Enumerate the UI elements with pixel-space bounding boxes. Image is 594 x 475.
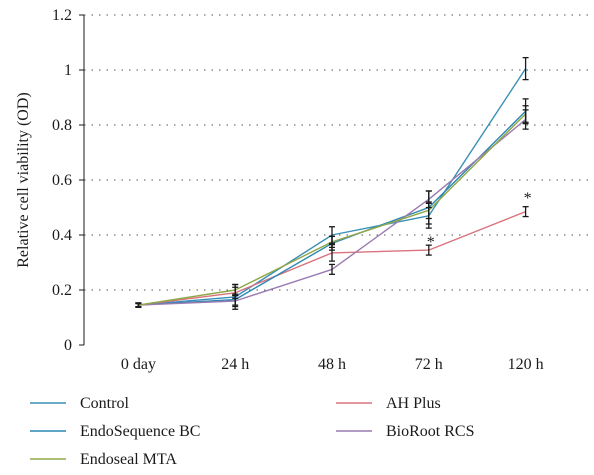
series-layer [135,56,529,310]
legend-item-ah-plus: AH Plus [336,395,441,412]
x-tick-label: 72 h [415,356,443,373]
legend-item-bioroot-rcs: BioRoot RCS [336,423,474,440]
series-line-bioroot-rcs [138,118,527,306]
y-axis-ticks: 0 0.2 0.4 0.6 0.8 1 1.2 [52,7,84,354]
error-bar [329,235,335,249]
y-tick-label: 0.8 [52,117,72,134]
legend: Control AH Plus EndoSequence BC BioRoot RCS… [30,395,474,468]
x-tick-label: 120 h [508,356,544,373]
series-line-endoseal-mta [138,113,527,306]
error-bar [135,302,142,308]
legend-item-endoseal-mta: Endoseal MTA [30,451,177,468]
x-axis-ticks: 0 day 24 h 48 h 72 h 120 h [121,356,544,373]
error-bar [329,263,335,275]
legend-label: Control [80,395,129,412]
legend-label: BioRoot RCS [386,423,474,440]
error-bar [522,105,529,123]
y-tick-label: 0.2 [52,282,72,299]
legend-label: AH Plus [386,395,441,412]
annotations: ** [427,190,532,251]
grid-lines [84,14,590,291]
x-tick-label: 0 day [121,356,156,373]
x-tick-label: 48 h [318,356,346,373]
error-bar [522,56,529,81]
y-axis-label: Relative cell viability (OD) [15,92,32,268]
series-line-endosequence-bc [138,110,527,306]
significance-marker: * [524,190,532,207]
legend-item-endosequence-bc: EndoSequence BC [30,423,200,440]
legend-item-control: Control [30,395,129,412]
legend-label: Endoseal MTA [80,451,177,468]
y-tick-label: 1.2 [52,7,72,24]
y-tick-label: 0 [64,337,72,354]
error-bar [522,206,529,218]
y-tick-label: 1 [64,62,72,79]
y-tick-label: 0.6 [52,172,72,189]
error-bar [425,201,432,220]
error-bar [232,283,239,297]
y-tick-label: 0.4 [52,227,72,244]
error-bar [425,244,432,256]
significance-marker: * [427,234,435,251]
legend-label: EndoSequence BC [80,423,200,440]
x-tick-label: 24 h [221,356,249,373]
